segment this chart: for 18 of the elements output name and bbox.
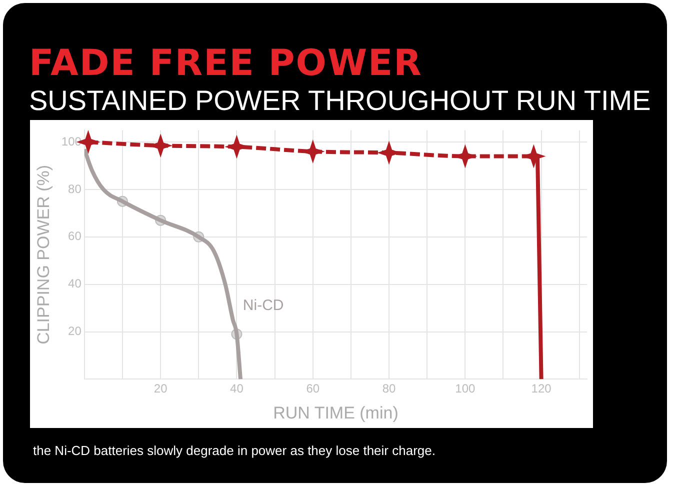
x-tick-label: 120: [531, 382, 552, 396]
x-tick-label: 60: [306, 382, 320, 396]
x-tick-label: 100: [455, 382, 476, 396]
chart-title: FADE FREE POWER: [29, 43, 422, 84]
y-tick-label: 40: [68, 276, 82, 291]
text: the Ni-CD batteries slowly degrade in power as they lose their charge.: [33, 443, 436, 458]
x-tick-label: 20: [154, 382, 168, 396]
y-tick-label: 80: [68, 182, 82, 196]
x-tick-label: 80: [382, 382, 396, 396]
x-axis-title: RUN TIME (min): [273, 403, 398, 422]
y-tick-label: 60: [68, 229, 82, 244]
series-label: Ni-CD: [242, 297, 284, 314]
x-tick-label: 40: [230, 382, 244, 396]
chart-subtitle: SUSTAINED POWER THROUGHOUT RUN TIME: [29, 85, 651, 117]
y-tick-label: 20: [68, 324, 82, 338]
y-tick-label: 100: [61, 134, 82, 148]
y-axis-title: CLIPPING POWER (%): [34, 164, 53, 344]
point: [522, 144, 546, 168]
